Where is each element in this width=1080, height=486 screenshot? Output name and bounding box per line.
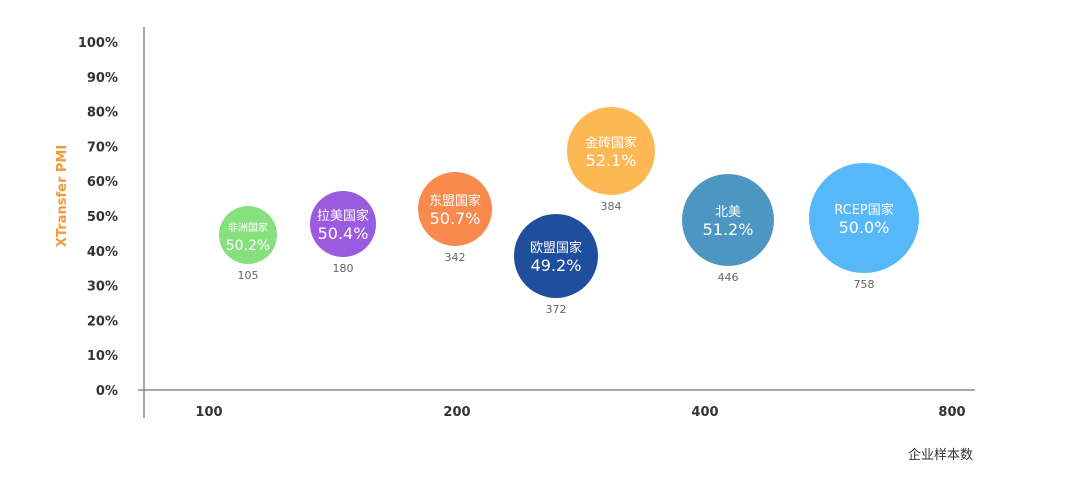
bubble-circle (310, 191, 376, 257)
bubble-sample-label: 342 (445, 251, 466, 264)
y-tick-label: 100% (78, 36, 118, 51)
y-tick-label: 0% (96, 384, 118, 399)
x-tick-label: 100 (195, 405, 222, 420)
bubble-circle (418, 172, 492, 246)
bubble-value-label: 50.7% (430, 209, 481, 228)
bubble-name-label: 拉美国家 (317, 208, 369, 224)
bubble-value-label: 49.2% (531, 256, 582, 275)
y-tick-label: 10% (87, 349, 118, 364)
y-tick-label: 80% (87, 106, 118, 121)
bubble-sample-label: 758 (854, 278, 875, 291)
bubble-circle (514, 214, 598, 298)
bubble-name-label: 东盟国家 (429, 193, 481, 209)
bubble-name-label: RCEP国家 (834, 202, 894, 218)
x-axis-label: 企业样本数 (908, 447, 973, 463)
y-tick-group: 0% 10% 20% 30% 40% 50% 60% 70% 80% 90% 100% (78, 36, 118, 399)
bubble-name-label: 金砖国家 (585, 135, 637, 151)
y-axis-label: XTransfer PMI (55, 145, 70, 247)
bubble-value-label: 50.0% (839, 218, 890, 237)
bubble-sample-label: 384 (601, 200, 622, 213)
x-tick-group: 100 200 400 800 (195, 405, 965, 420)
y-tick-label: 40% (87, 245, 118, 260)
bubble-name-label: 非洲国家 (228, 221, 268, 234)
bubble: 非洲国家 50.2% 105 (219, 206, 277, 282)
bubble-circle (219, 206, 277, 264)
y-tick-label: 20% (87, 314, 118, 329)
bubble-circle (809, 163, 919, 273)
bubble-sample-label: 180 (333, 262, 354, 275)
bubble-circle (567, 107, 655, 195)
bubble-value-label: 50.2% (226, 238, 270, 254)
y-tick-label: 60% (87, 175, 118, 190)
bubble-name-label: 欧盟国家 (530, 240, 582, 256)
y-tick-label: 30% (87, 280, 118, 295)
bubble-sample-label: 105 (238, 269, 259, 282)
bubble-name-label: 北美 (715, 205, 741, 220)
x-tick-label: 200 (443, 405, 470, 420)
x-tick-label: 800 (938, 405, 965, 420)
bubble-value-label: 50.4% (318, 224, 369, 243)
bubble-sample-label: 372 (546, 303, 567, 316)
y-tick-label: 50% (87, 210, 118, 225)
bubble-value-label: 52.1% (586, 151, 637, 170)
bubble-circle (682, 174, 774, 266)
y-tick-label: 90% (87, 71, 118, 86)
y-tick-label: 70% (87, 140, 118, 155)
bubble-sample-label: 446 (718, 271, 739, 284)
x-tick-label: 400 (691, 405, 718, 420)
bubble-value-label: 51.2% (703, 220, 754, 239)
